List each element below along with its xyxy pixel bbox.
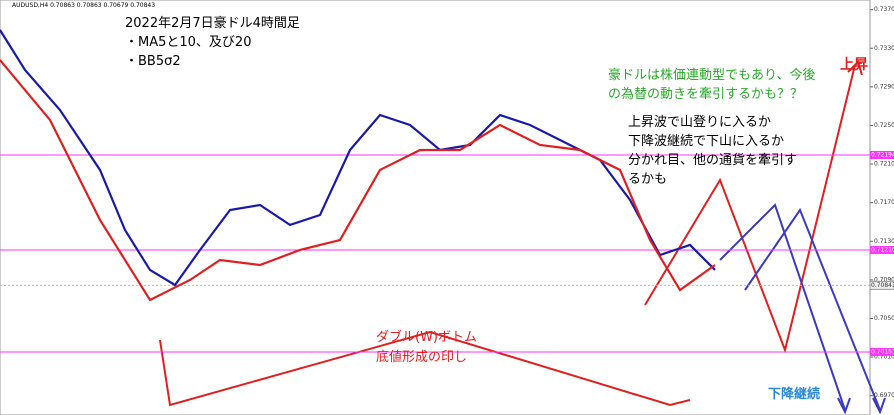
note-line: 豪ドルは株価連動型でもあり、今後 — [608, 68, 816, 83]
note-line: るかも — [628, 172, 668, 187]
note-line: 分かれ目、他の通貨を牽引す — [628, 153, 798, 168]
symbol-label: AUDUSD,H4 0.70863 0.70863 0.70679 0.7084… — [12, 2, 156, 9]
price-box — [869, 280, 894, 290]
level-label: 0.70153 — [871, 348, 894, 355]
note-line: 上昇波で山登りに入るか — [628, 115, 772, 130]
note-line: 底値形成の印し — [376, 350, 468, 365]
level-box — [870, 150, 894, 159]
note-line: 下降波継続で下山に入るか — [628, 134, 785, 149]
level-box — [870, 347, 894, 356]
level-label: 0.72194 — [871, 151, 894, 158]
price-label: 0.70843 — [871, 282, 894, 289]
note: ・MA5と10、及び20 — [125, 35, 252, 50]
annotation-arrows — [159, 60, 886, 415]
green-note: 豪ドルは株価連動型でもあり、今後 の為替の動きを牽引するかも？？ — [608, 66, 815, 104]
black-note: 上昇波で山登りに入るか 下降波継続で下山に入るか 分かれ目、他の通貨を牽引す るかも — [628, 113, 797, 189]
level-box — [870, 245, 894, 254]
note-line: の為替の動きを牽引するかも？？ — [608, 87, 804, 102]
plot-frame — [0, 0, 871, 415]
note: ・BB5σ2 — [125, 54, 181, 69]
note-line: ダブル(W)ボトム — [376, 330, 477, 345]
down-label: 下降継続 — [768, 387, 821, 402]
up-label: 上昇 — [840, 57, 868, 73]
title: 2022年2月7日豪ドル4時間足 — [125, 16, 300, 31]
ma-line — [0, 59, 716, 302]
level-label: 0.71210 — [871, 246, 894, 253]
bottom-note: ダブル(W)ボトム 底値形成の印し — [376, 328, 477, 368]
